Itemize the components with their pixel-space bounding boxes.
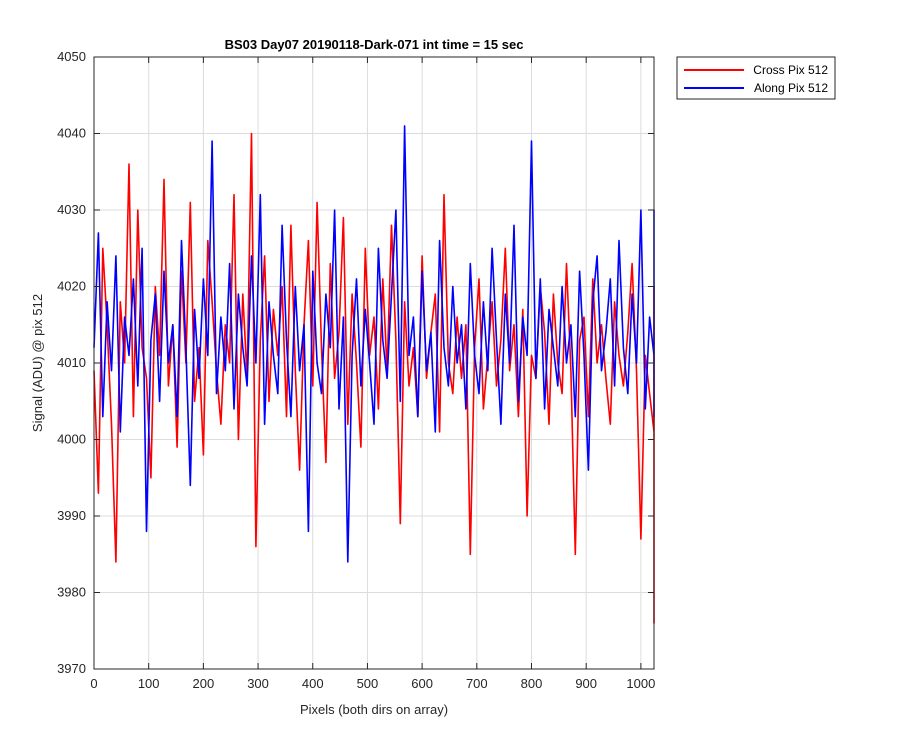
y-tick-label: 3980 — [57, 585, 86, 600]
legend-label-along: Along Pix 512 — [754, 81, 828, 95]
x-tick-label: 400 — [302, 676, 324, 691]
legend-box — [676, 56, 836, 100]
series-line-along — [93, 125, 655, 563]
y-tick-label: 4010 — [57, 355, 86, 370]
legend-label-cross: Cross Pix 512 — [753, 63, 828, 77]
y-tick-label: 4020 — [57, 279, 86, 294]
x-tick-label: 500 — [357, 676, 379, 691]
x-tick-label: 300 — [247, 676, 269, 691]
legend: Cross Pix 512 Along Pix 512 — [676, 56, 836, 100]
y-tick-label: 4040 — [57, 126, 86, 141]
x-tick-label: 0 — [90, 676, 97, 691]
x-tick-label: 700 — [466, 676, 488, 691]
y-tick-label: 4000 — [57, 432, 86, 447]
y-axis-label: Signal (ADU) @ pix 512 — [30, 294, 45, 432]
x-tick-label: 600 — [411, 676, 433, 691]
series-line-cross — [93, 132, 655, 624]
y-tick-label: 4030 — [57, 202, 86, 217]
x-tick-label: 800 — [521, 676, 543, 691]
x-tick-label: 200 — [193, 676, 215, 691]
axis-ticks: 0 100 200 300 400 500 600 700 800 900 1000 3970 3980… — [57, 49, 655, 691]
series-layer — [93, 125, 655, 624]
x-axis-label: Pixels (both dirs on array) — [300, 702, 448, 717]
y-tick-label: 4050 — [57, 49, 86, 64]
x-tick-label: 1000 — [626, 676, 655, 691]
y-tick-label: 3970 — [57, 661, 86, 676]
x-tick-label: 100 — [138, 676, 160, 691]
y-tick-label: 3990 — [57, 508, 86, 523]
x-tick-label: 900 — [575, 676, 597, 691]
chart-title: BS03 Day07 20190118-Dark-071 int time = … — [225, 37, 524, 52]
